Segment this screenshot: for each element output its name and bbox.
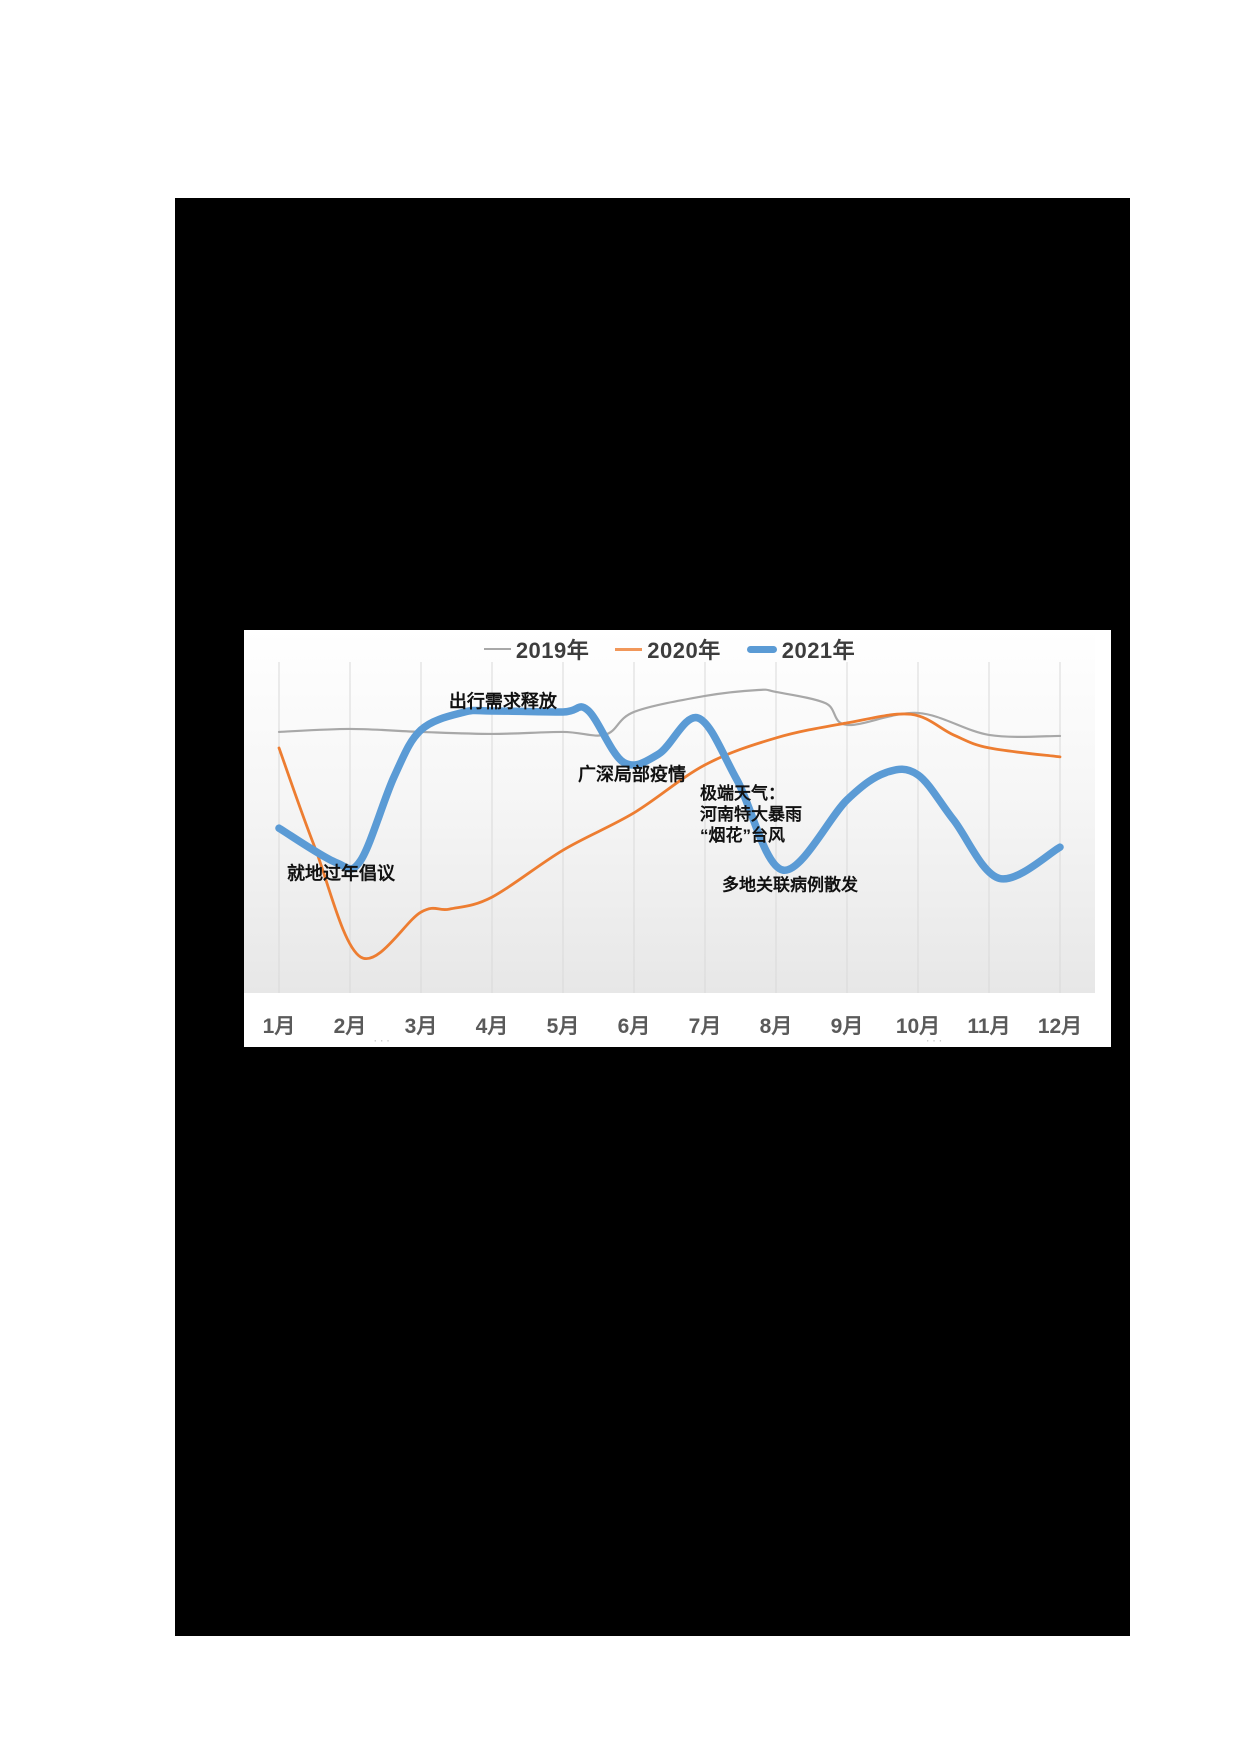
series-line-2021年 bbox=[275, 703, 1064, 883]
x-axis-label: 3月 bbox=[404, 1015, 438, 1038]
x-axis-label: 2月 bbox=[333, 1015, 367, 1038]
legend-item-2021: 2021年 bbox=[746, 633, 856, 665]
chart-legend: 2019年 2020年 2021年 bbox=[244, 634, 1095, 664]
annotation-label: 极端天气： 河南特大暴雨 “烟花”台风 bbox=[700, 783, 803, 845]
x-axis-label: 12月 bbox=[1037, 1015, 1083, 1038]
annotation-label: 多地关联病例散发 bbox=[721, 875, 858, 895]
artifact-dots: ··· bbox=[373, 1032, 393, 1048]
x-axis-label: 9月 bbox=[830, 1015, 864, 1038]
x-axis-label: 11月 bbox=[967, 1015, 1011, 1038]
annotation-label: 广深局部疫情 bbox=[578, 764, 686, 785]
x-axis-label: 10月 bbox=[895, 1015, 941, 1038]
legend-label-2021: 2021年 bbox=[781, 638, 856, 663]
x-axis-label: 4月 bbox=[475, 1015, 509, 1038]
legend-swatch-2019-line-icon bbox=[483, 647, 511, 651]
x-axis-label: 5月 bbox=[546, 1015, 580, 1038]
x-axis-label: 1月 bbox=[262, 1015, 296, 1038]
series-line-2020年 bbox=[277, 712, 1062, 961]
legend-label-2020: 2020年 bbox=[647, 638, 721, 663]
plot-area-background bbox=[244, 630, 1095, 993]
series-lines bbox=[275, 688, 1064, 961]
legend-swatch-2021-line-icon bbox=[746, 645, 777, 653]
legend-item-2020: 2020年 bbox=[615, 633, 720, 665]
legend-label-2019: 2019年 bbox=[515, 638, 590, 663]
annotation-label: 出行需求释放 bbox=[448, 691, 557, 712]
legend-item-2019: 2019年 bbox=[483, 633, 590, 665]
artifact-dots: ··· bbox=[925, 1032, 945, 1048]
x-axis-label: 8月 bbox=[759, 1015, 793, 1038]
annotation-label: 就地过年倡议 bbox=[286, 863, 395, 884]
x-axis-label: 6月 bbox=[617, 1015, 651, 1038]
x-axis-label: 7月 bbox=[688, 1015, 722, 1038]
vertical-gridlines bbox=[278, 662, 1061, 993]
legend-swatch-2020-line-icon bbox=[615, 647, 643, 651]
line-chart bbox=[244, 630, 1095, 993]
